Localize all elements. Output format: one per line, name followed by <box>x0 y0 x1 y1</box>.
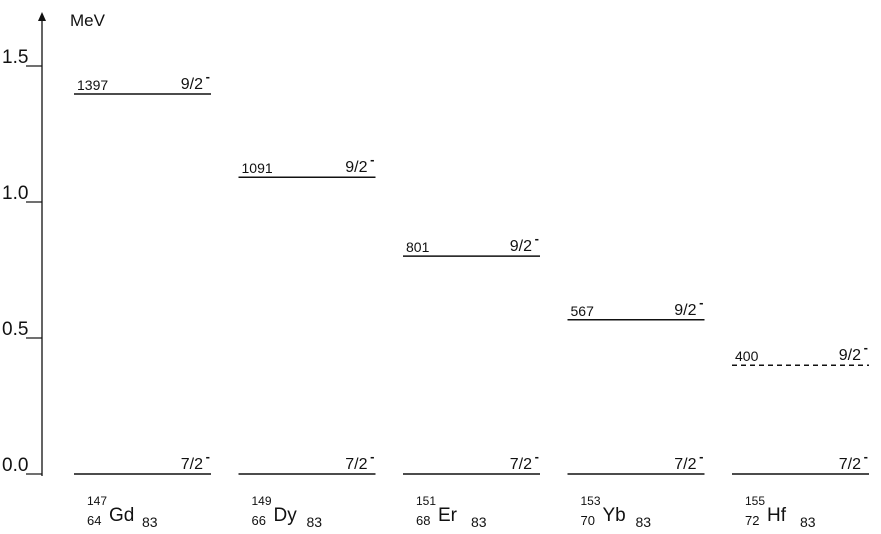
nuclide-neutron-number: 83 <box>307 514 323 530</box>
level-spin-parity-label: 9/2 <box>181 76 203 93</box>
nuclide-mass-number: 155 <box>745 494 765 508</box>
level-spin-parity-label: 7/2 <box>510 456 532 473</box>
level-spin-parity-label: 7/2 <box>345 456 367 473</box>
nuclide-proton-number: 70 <box>581 513 595 528</box>
level-energy-label: 567 <box>571 303 595 319</box>
level-spin-parity-label: 9/2 <box>345 159 367 176</box>
level-parity-label: - <box>864 449 868 464</box>
level-spin-parity-label: 9/2 <box>510 238 532 255</box>
y-axis-unit-label: MeV <box>70 11 106 30</box>
level-parity-label: - <box>206 69 210 84</box>
level-parity-label: - <box>370 152 374 167</box>
level-parity-label: - <box>535 449 539 464</box>
level-spin-parity-label: 9/2 <box>839 347 861 364</box>
nuclide-neutron-number: 83 <box>800 514 816 530</box>
levels-group: 7/2 -1397 9/2 -7/2 -1091 9/2 -7/2 -801 9/2 -7/2 -5… <box>74 69 869 475</box>
nuclide-mass-number: 149 <box>252 494 272 508</box>
nuclide-neutron-number: 83 <box>636 514 652 530</box>
level-parity-label: - <box>699 449 703 464</box>
y-tick-label: 0.5 <box>2 319 28 340</box>
nuclide-symbol: Gd <box>109 505 134 526</box>
level-spin-parity-label: 7/2 <box>674 456 696 473</box>
nuclide-mass-number: 151 <box>416 494 436 508</box>
y-tick-label: 0.0 <box>2 455 28 476</box>
nuclide-symbol: Er <box>438 505 458 526</box>
y-tick-label: 1.0 <box>2 183 28 204</box>
level-spin-parity-label: 7/2 <box>181 456 203 473</box>
level-parity-label: - <box>535 231 539 246</box>
nuclide-proton-number: 64 <box>87 513 101 528</box>
nuclide-symbol: Hf <box>767 505 787 526</box>
nuclide-symbol: Yb <box>603 505 626 526</box>
nuclide-symbol: Dy <box>274 505 298 526</box>
level-spin-parity-label: 9/2 <box>674 302 696 319</box>
level-spin-parity-label: 7/2 <box>839 456 861 473</box>
nuclide-proton-number: 68 <box>416 513 430 528</box>
nuclide-labels-group: 147 64 Gd 83 149 66 Dy 83 151 68 Er 83 153 70 Yb 83 155 7… <box>87 494 816 530</box>
level-parity-label: - <box>206 449 210 464</box>
nuclide-neutron-number: 83 <box>142 514 158 530</box>
nuclide-mass-number: 153 <box>581 494 601 508</box>
y-axis-group: MeV 0.0 0.5 1.0 1.5 <box>2 11 106 476</box>
nuclide-mass-number: 147 <box>87 494 107 508</box>
nuclide-neutron-number: 83 <box>471 514 487 530</box>
level-parity-label: - <box>864 340 868 355</box>
level-energy-label: 1397 <box>77 77 108 93</box>
y-axis-arrowhead <box>38 12 46 21</box>
nuclide-proton-number: 66 <box>252 513 266 528</box>
level-energy-label: 1091 <box>242 160 273 176</box>
level-energy-label: 801 <box>406 239 430 255</box>
level-parity-label: - <box>699 295 703 310</box>
y-tick-label: 1.5 <box>2 47 28 68</box>
level-energy-label: 400 <box>735 348 759 364</box>
level-parity-label: - <box>370 449 374 464</box>
nuclide-proton-number: 72 <box>745 513 759 528</box>
